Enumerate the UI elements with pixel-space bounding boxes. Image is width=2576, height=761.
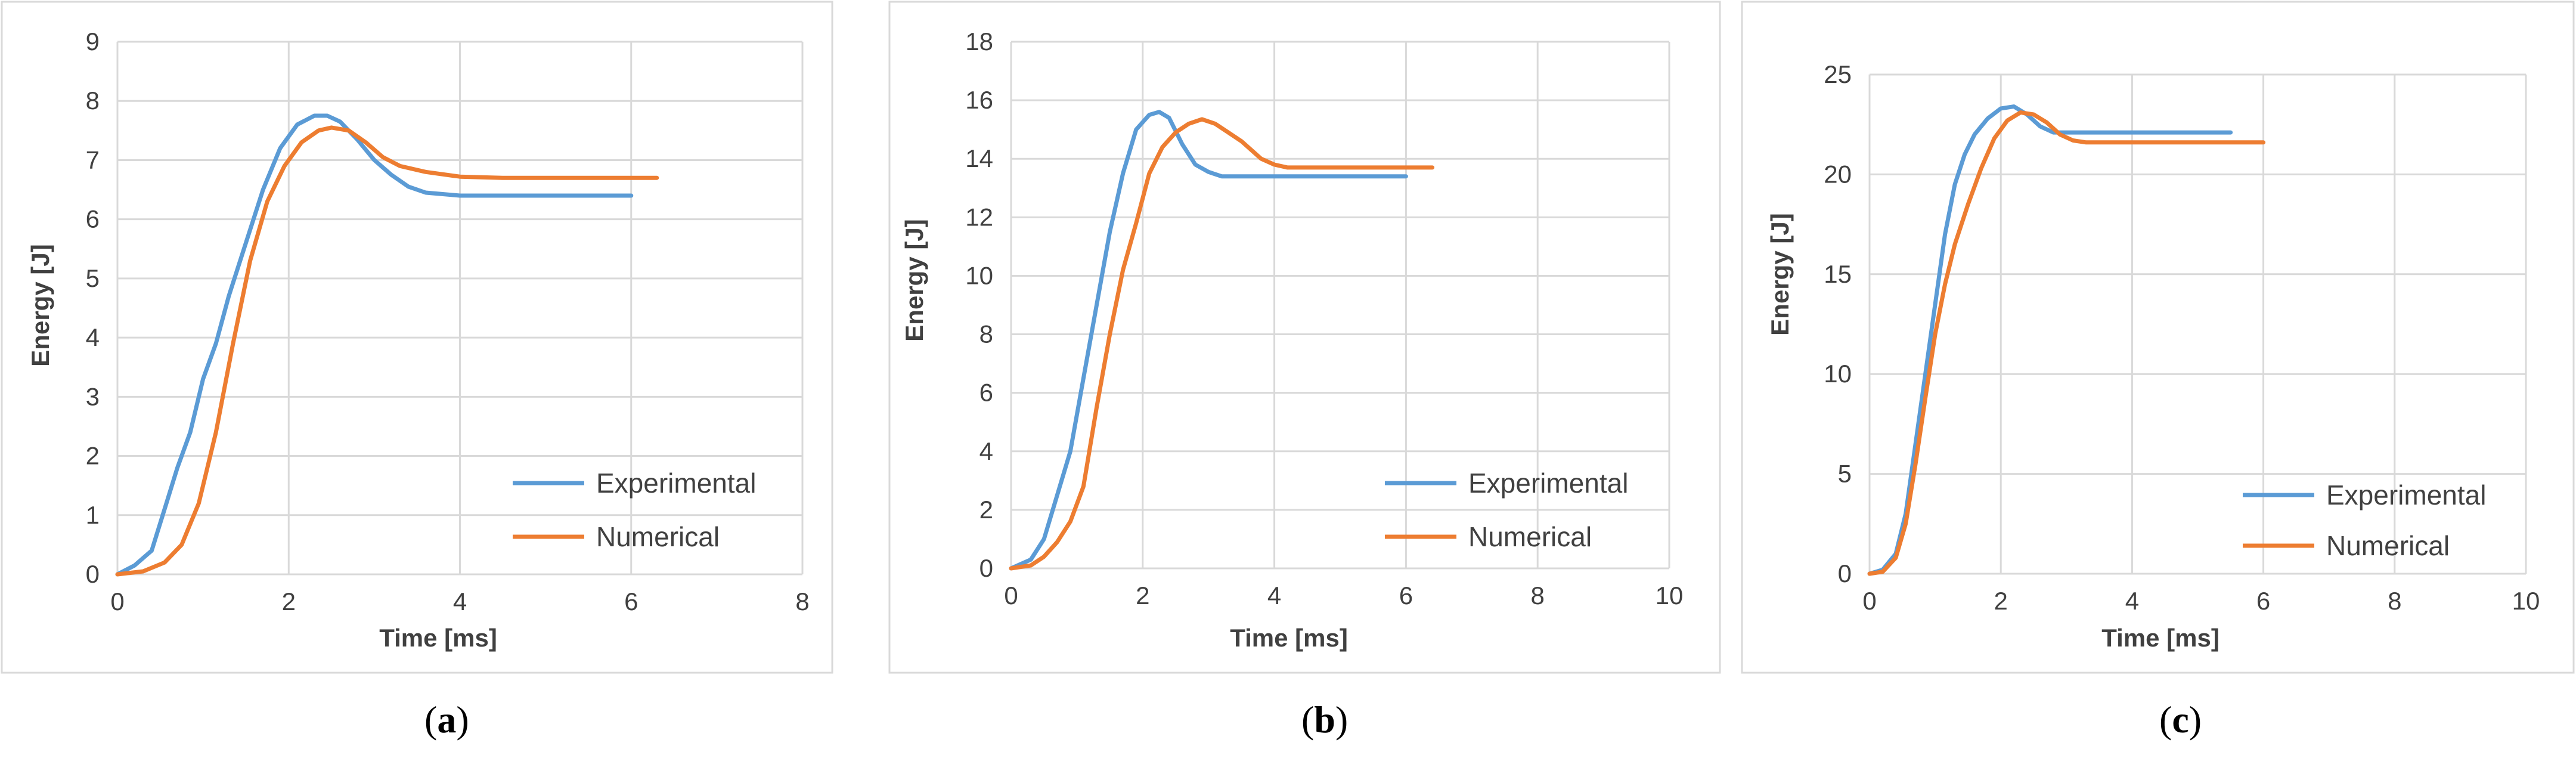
x-tick-label: 0 bbox=[1004, 581, 1018, 610]
chart-panel-b: 0 2 4 6 8 10 12 14 16 18 0 2 4 6 8 10 Time [ms] Energy [J… bbox=[888, 1, 1721, 741]
y-tick-label: 1 bbox=[86, 501, 100, 529]
subfigure-label-close: ) bbox=[456, 698, 469, 741]
x-tick-label: 4 bbox=[453, 587, 467, 615]
legend-label: Experimental bbox=[596, 468, 756, 499]
subfigure-label-letter: a bbox=[437, 698, 456, 741]
y-tick-label: 0 bbox=[1838, 559, 1852, 587]
chart-panel-c: 0 5 10 15 20 25 0 2 4 6 8 10 Time [ms] Energy [J] Expe… bbox=[1741, 1, 2575, 741]
y-tick-label: 4 bbox=[86, 323, 100, 351]
y-tick-label: 0 bbox=[979, 554, 993, 582]
x-tick-label: 6 bbox=[1399, 581, 1413, 610]
y-tick-label: 9 bbox=[86, 27, 100, 55]
x-tick-label: 6 bbox=[2256, 587, 2270, 615]
y-tick-label: 2 bbox=[979, 496, 993, 524]
x-tick-label: 0 bbox=[110, 587, 124, 615]
legend-label: Numerical bbox=[2326, 530, 2450, 561]
y-tick-label: 5 bbox=[86, 264, 100, 292]
subfigure-label-close: ) bbox=[2189, 698, 2202, 741]
y-tick-label: 16 bbox=[965, 86, 993, 114]
x-axis-title: Time [ms] bbox=[2101, 624, 2219, 652]
x-tick-label: 8 bbox=[2388, 587, 2401, 615]
y-tick-label: 7 bbox=[86, 146, 100, 174]
y-tick-label: 10 bbox=[965, 261, 993, 289]
y-tick-label: 12 bbox=[965, 203, 993, 231]
legend-label: Experimental bbox=[2326, 480, 2486, 511]
y-tick-label: 18 bbox=[965, 27, 993, 55]
y-tick-label: 8 bbox=[86, 86, 100, 115]
y-tick-label: 14 bbox=[965, 144, 993, 172]
subfigure-label-letter: c bbox=[2172, 698, 2188, 741]
subfigure-label: (a) bbox=[424, 698, 469, 741]
chart-panel-a: 0 1 2 3 4 5 6 7 8 9 0 2 4 6 8 Time [ms] Energy [J] Experi… bbox=[1, 1, 833, 741]
legend-label: Numerical bbox=[596, 521, 720, 552]
series-line-numerical bbox=[1867, 110, 2266, 576]
subfigure-label: (b) bbox=[1301, 698, 1348, 741]
series-line-experimental bbox=[1009, 110, 1408, 571]
x-tick-label: 2 bbox=[1994, 587, 2008, 615]
y-tick-label: 20 bbox=[1824, 160, 1852, 188]
y-tick-label: 6 bbox=[86, 205, 100, 233]
x-tick-label: 8 bbox=[795, 587, 809, 615]
subfigure-label-close: ) bbox=[1335, 698, 1348, 741]
y-tick-label: 15 bbox=[1824, 260, 1852, 288]
y-tick-label: 2 bbox=[86, 442, 100, 470]
x-axis-title: Time [ms] bbox=[1230, 624, 1348, 652]
x-tick-label: 2 bbox=[1136, 581, 1149, 610]
chart-frame bbox=[1741, 1, 2575, 674]
y-tick-label: 8 bbox=[979, 320, 993, 348]
x-tick-label: 10 bbox=[1656, 581, 1684, 610]
x-tick-label: 6 bbox=[624, 587, 638, 615]
y-tick-label: 10 bbox=[1824, 360, 1852, 388]
chart-frame bbox=[888, 1, 1721, 674]
x-tick-label: 2 bbox=[282, 587, 296, 615]
subfigure-label: (c) bbox=[2159, 698, 2202, 741]
x-tick-label: 10 bbox=[2512, 587, 2540, 615]
subfigure-label-open: ( bbox=[424, 698, 437, 741]
y-tick-label: 5 bbox=[1838, 460, 1852, 488]
y-tick-label: 0 bbox=[86, 560, 100, 588]
subfigure-label-open: ( bbox=[2159, 698, 2172, 741]
x-axis-title: Time [ms] bbox=[379, 624, 497, 652]
legend-label: Experimental bbox=[1468, 468, 1628, 499]
x-tick-label: 4 bbox=[2125, 587, 2139, 615]
y-tick-label: 4 bbox=[979, 437, 993, 465]
y-axis-title: Energy [J] bbox=[1766, 213, 1794, 335]
x-tick-label: 0 bbox=[1862, 587, 1876, 615]
series-line-numerical bbox=[115, 125, 659, 577]
y-axis-title: Energy [J] bbox=[900, 219, 928, 341]
legend-label: Numerical bbox=[1468, 521, 1592, 552]
y-axis-title: Energy [J] bbox=[26, 244, 54, 366]
x-tick-label: 8 bbox=[1531, 581, 1545, 610]
y-tick-label: 3 bbox=[86, 382, 100, 410]
series-line-numerical bbox=[1009, 117, 1435, 571]
subfigure-label-open: ( bbox=[1301, 698, 1314, 741]
x-tick-label: 4 bbox=[1267, 581, 1281, 610]
subfigure-label-letter: b bbox=[1314, 698, 1335, 741]
series-line-experimental bbox=[115, 113, 634, 577]
y-tick-label: 6 bbox=[979, 379, 993, 407]
y-tick-label: 25 bbox=[1824, 60, 1852, 88]
